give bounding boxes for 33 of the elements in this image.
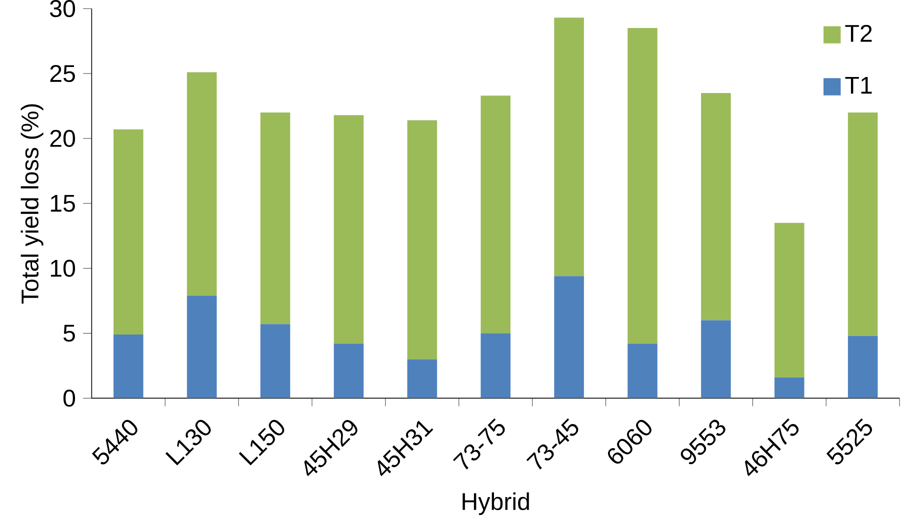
bar: [260, 324, 290, 398]
bar: [114, 129, 144, 335]
y-axis-title: Total yield loss (%): [20, 104, 44, 304]
bar: [701, 93, 731, 320]
bar: [554, 18, 584, 276]
y-tick-label: 20: [50, 130, 76, 148]
bar: [774, 222, 804, 378]
legend-label: T1: [845, 76, 872, 94]
legend-label: T2: [845, 24, 872, 42]
x-axis-title: Hybrid: [462, 492, 529, 515]
y-tick-label: 25: [50, 64, 75, 82]
bar: [186, 72, 217, 296]
bar: [774, 377, 804, 398]
bar: [701, 320, 731, 398]
bar: [848, 112, 878, 336]
y-tick-label: 0: [63, 390, 76, 407]
bar: [407, 359, 438, 398]
bar: [554, 276, 584, 398]
bar: [628, 28, 658, 344]
bar: [334, 115, 364, 344]
bar: [114, 334, 144, 398]
y-tick-label: 15: [50, 194, 75, 212]
bar: [260, 112, 290, 324]
bar: [480, 96, 511, 334]
y-tick-label: 5: [64, 324, 75, 342]
bar: [848, 336, 878, 398]
y-tick-label: 30: [50, 0, 76, 18]
bar: [186, 296, 217, 398]
bar: [334, 344, 364, 398]
y-tick-label: 10: [50, 260, 76, 277]
bar: [628, 344, 658, 398]
bar: [480, 333, 511, 398]
bar: [407, 120, 438, 360]
